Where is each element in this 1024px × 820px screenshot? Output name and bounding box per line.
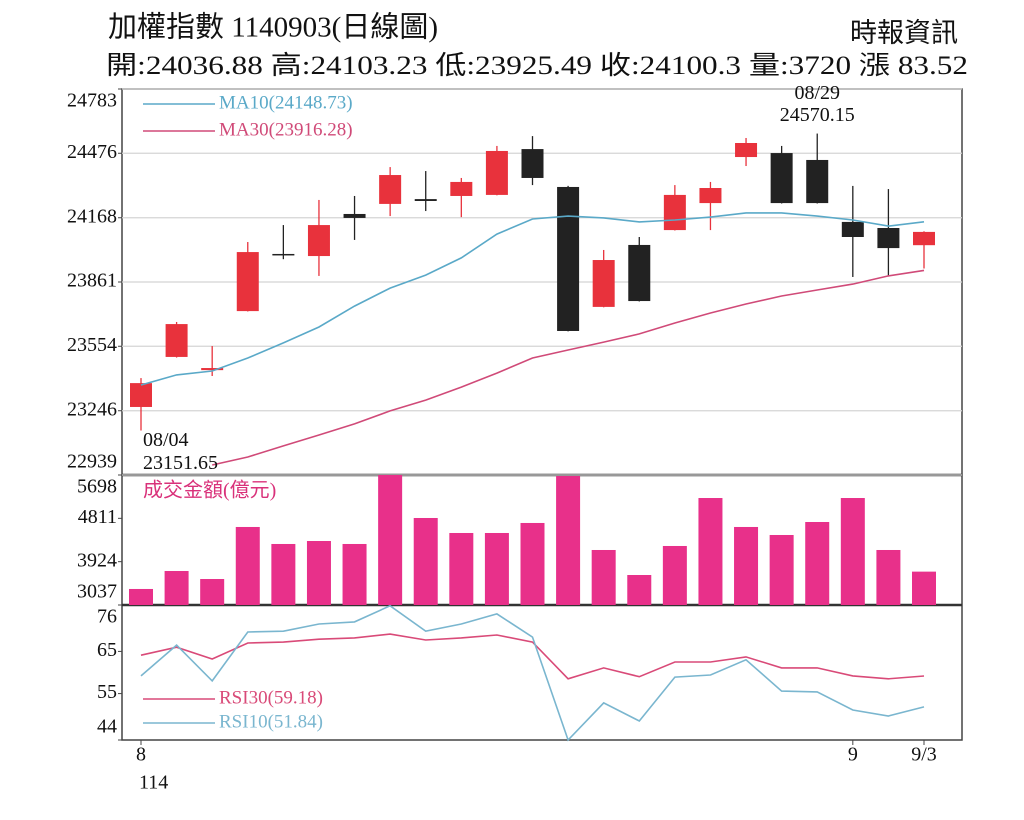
line-series	[140, 212, 925, 386]
y-tick-label: 24168	[67, 205, 117, 227]
annotation: 23151.65	[143, 452, 218, 474]
bar	[627, 575, 652, 605]
candle-body	[343, 213, 366, 218]
y-tick-label: 24476	[67, 141, 117, 163]
y-tick-label: 3037	[77, 581, 117, 603]
bar	[556, 475, 581, 605]
bar	[520, 522, 545, 605]
candle-body	[841, 221, 864, 237]
bar	[662, 545, 687, 605]
y-tick-label: 55	[97, 681, 117, 703]
y-tick-label: 24783	[67, 90, 117, 112]
x-tick-label: 8	[136, 744, 146, 766]
source: 時報資訊	[850, 18, 958, 48]
candle-body	[628, 244, 651, 302]
line-series	[212, 269, 925, 466]
y-tick-label: 23554	[67, 334, 117, 356]
bar	[306, 541, 331, 605]
y-tick-label: 65	[97, 639, 117, 661]
y-tick-label: 22939	[67, 451, 117, 473]
y-tick-label: 23861	[67, 270, 117, 292]
bar	[449, 532, 474, 605]
bar	[484, 532, 509, 605]
bar	[342, 543, 367, 605]
legend-label: MA10(24148.73)	[219, 92, 353, 113]
bar	[591, 549, 616, 605]
bar	[413, 517, 438, 605]
bar	[200, 579, 225, 605]
candle-body	[699, 188, 722, 204]
bar	[378, 475, 403, 605]
candle-body	[236, 252, 259, 312]
bar	[698, 498, 723, 605]
bar	[769, 534, 794, 605]
y-tick-label: 3924	[77, 549, 117, 571]
candle-body	[307, 225, 330, 257]
candle-body	[165, 324, 188, 357]
candle-body	[201, 368, 224, 371]
x-tick-label: 9/3	[911, 744, 937, 766]
bar	[876, 549, 901, 605]
candle-body	[557, 186, 580, 331]
bar	[271, 543, 296, 605]
line-series	[140, 633, 925, 680]
candle-body	[592, 260, 615, 307]
candle-body	[130, 383, 152, 407]
x-tick-label: 9	[848, 744, 858, 766]
candle-body	[485, 150, 508, 195]
bar	[912, 571, 936, 605]
bar	[235, 526, 260, 605]
y-tick-label: 4811	[78, 506, 117, 528]
panel-title: 成交金額(億元)	[143, 479, 276, 502]
candle-body	[877, 227, 900, 249]
quote-info: 開:24036.88 高:24103.23 低:23925.49 收:24100…	[106, 51, 968, 80]
candle-body	[770, 153, 793, 204]
y-tick-label: 23246	[67, 398, 117, 420]
y-tick-label: 44	[97, 716, 117, 738]
x-year-label: 114	[139, 772, 168, 794]
bar	[164, 570, 189, 605]
bar	[129, 588, 153, 605]
legend-label: RSI30(59.18)	[219, 687, 323, 708]
candle-body	[913, 231, 935, 246]
chart-title: 加權指數 1140903(日線圖)	[108, 11, 438, 44]
candle-body	[735, 143, 758, 158]
candle-body	[663, 194, 686, 231]
annotation: 24570.15	[780, 104, 855, 126]
y-tick-label: 76	[97, 606, 117, 628]
annotation: 08/04	[143, 429, 189, 451]
candle-body	[806, 159, 829, 204]
y-tick-label: 5698	[77, 476, 117, 498]
candle-body	[272, 253, 295, 256]
bar	[734, 526, 759, 605]
candle-body	[414, 199, 437, 201]
candle-body	[521, 149, 544, 178]
candle-body	[379, 175, 402, 204]
legend-label: RSI10(51.84)	[219, 711, 323, 732]
candle-body	[450, 181, 473, 196]
legend-label: MA30(23916.28)	[219, 119, 353, 140]
annotation: 08/29	[794, 82, 840, 104]
line-series	[140, 604, 925, 742]
bar	[805, 521, 830, 605]
bar	[840, 498, 865, 605]
